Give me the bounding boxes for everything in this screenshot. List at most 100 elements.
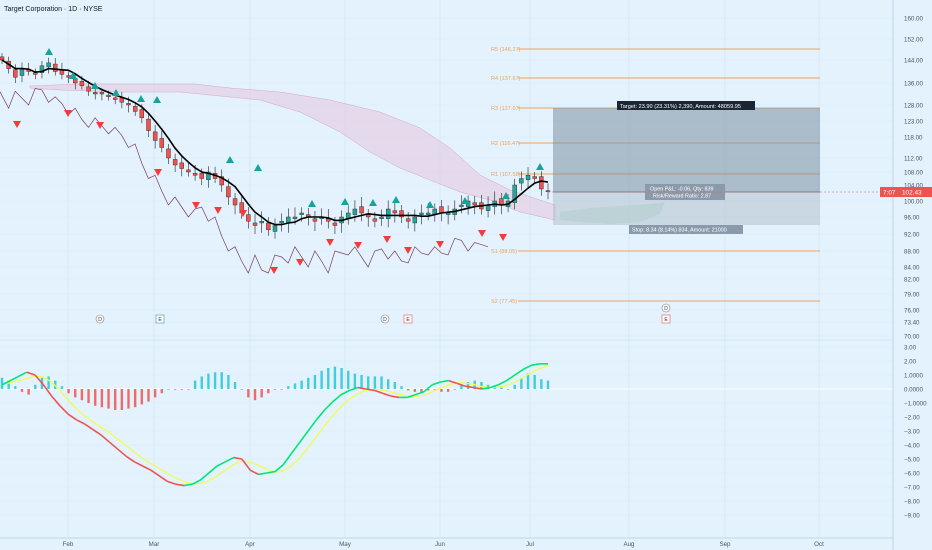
candle-body: [132, 106, 138, 112]
buy-signal-icon: [392, 196, 400, 203]
histogram-bar: [347, 370, 350, 389]
macd-line-segment: [290, 441, 301, 454]
price-tick-label: 104.00: [904, 183, 923, 190]
price-tick-label: 128.00: [904, 103, 923, 110]
histogram-bar: [180, 389, 183, 390]
candle-body: [146, 118, 151, 131]
oscillator-tick-label: −4.00: [904, 443, 920, 450]
histogram-bar: [113, 389, 117, 410]
histogram-bar: [307, 377, 310, 389]
macd-line-segment: [473, 386, 482, 390]
candle-body: [299, 212, 304, 215]
candle-body: [459, 204, 464, 207]
macd-line-segment: [167, 480, 176, 485]
candle-body: [252, 222, 258, 226]
macd-line-segment: [18, 371, 28, 378]
oscillator-tick-label: −6.00: [904, 471, 920, 478]
candle-body: [372, 218, 378, 222]
histogram-bar: [120, 389, 124, 410]
sell-signal-icon: [383, 236, 391, 243]
histogram-bar: [200, 376, 203, 389]
price-tick-label: 76.00: [904, 308, 920, 315]
histogram-bar: [207, 373, 210, 389]
event-label: D: [383, 317, 387, 323]
candle-body: [226, 186, 231, 198]
candle-body: [539, 176, 544, 190]
buy-signal-icon: [69, 72, 77, 79]
candle-body: [379, 216, 384, 219]
histogram-bar: [333, 366, 337, 389]
dividend-icon: [380, 314, 390, 324]
oscillator-tick-label: −7.00: [904, 485, 920, 492]
oscillator-tick-label: −9.00: [904, 513, 920, 520]
time-axis-label: Jun: [435, 541, 446, 548]
candle-body: [159, 138, 165, 148]
candle-body: [152, 131, 158, 141]
target-label: Target: 23.90 (23.31%) 2,390, Amount: 48…: [620, 104, 741, 110]
macd-line-segment: [332, 393, 342, 403]
price-tick-label: 160.00: [904, 16, 923, 23]
macd-line-segment: [100, 434, 111, 443]
histogram-bar: [133, 389, 137, 408]
buy-signal-icon: [254, 164, 262, 171]
candle-body: [246, 214, 251, 222]
macd-line-segment: [357, 386, 367, 390]
macd-line-segment: [208, 465, 218, 474]
time-axis-label: May: [339, 541, 352, 548]
macd-line-segment: [158, 475, 168, 483]
signals-layer: [13, 48, 544, 274]
candle-body: [86, 86, 91, 92]
chart-title: Target Corporation · 1D · NYSE: [4, 6, 103, 13]
event-label: D: [664, 306, 668, 312]
histogram-bar: [60, 386, 64, 389]
candle-body: [79, 81, 85, 86]
candle-body: [106, 94, 111, 97]
histogram-bar: [426, 389, 430, 391]
histogram-bar: [173, 389, 177, 390]
macd-line-segment: [349, 386, 358, 392]
price-tick-label: 152.00: [904, 37, 923, 44]
histogram-bar: [233, 382, 237, 389]
histogram-bar: [87, 389, 90, 403]
candle-body: [219, 176, 224, 186]
macd-line-segment: [225, 456, 234, 463]
histogram-bar: [353, 373, 357, 389]
histogram-bar: [420, 389, 423, 392]
buy-signal-icon: [536, 163, 544, 170]
macd-line-segment: [9, 375, 19, 382]
time-axis-label: Jul: [526, 541, 534, 548]
macd-line-segment: [374, 389, 383, 394]
macd-line-segment: [489, 384, 499, 389]
sell-signal-icon: [326, 239, 334, 246]
candle-body: [399, 210, 404, 218]
histogram-bar: [453, 389, 456, 390]
candle-body: [352, 208, 358, 215]
dividend-icon: [95, 314, 105, 324]
macd-line-segment: [315, 409, 326, 421]
macd-line-segment: [498, 379, 507, 386]
event-label: E: [406, 317, 410, 323]
sell-signal-icon: [192, 202, 200, 209]
histogram-bar: [27, 389, 30, 395]
candle-body: [312, 218, 318, 222]
position-target-zone: [553, 108, 820, 192]
histogram-bar: [47, 376, 50, 389]
sell-signal-icon: [214, 207, 222, 214]
lagging-span-line: [0, 88, 489, 274]
sell-signal-icon: [270, 267, 278, 274]
macd-line-segment: [324, 401, 334, 411]
histogram-bar: [360, 375, 363, 389]
histogram-bar: [7, 380, 10, 389]
price-tick-label: 73.40: [904, 320, 920, 327]
candle-body: [272, 225, 278, 232]
sell-signal-icon: [404, 247, 412, 254]
buy-signal-icon: [45, 48, 53, 55]
macd-line-segment: [307, 419, 318, 432]
macd-line-segment: [183, 483, 193, 487]
macd-line-segment: [59, 405, 69, 415]
pivot-label: R1 (107.58): [491, 172, 521, 178]
histogram-bar: [267, 389, 270, 394]
histogram-bar: [440, 389, 443, 392]
macd-line-segment: [456, 382, 466, 387]
candle-body: [519, 178, 524, 184]
